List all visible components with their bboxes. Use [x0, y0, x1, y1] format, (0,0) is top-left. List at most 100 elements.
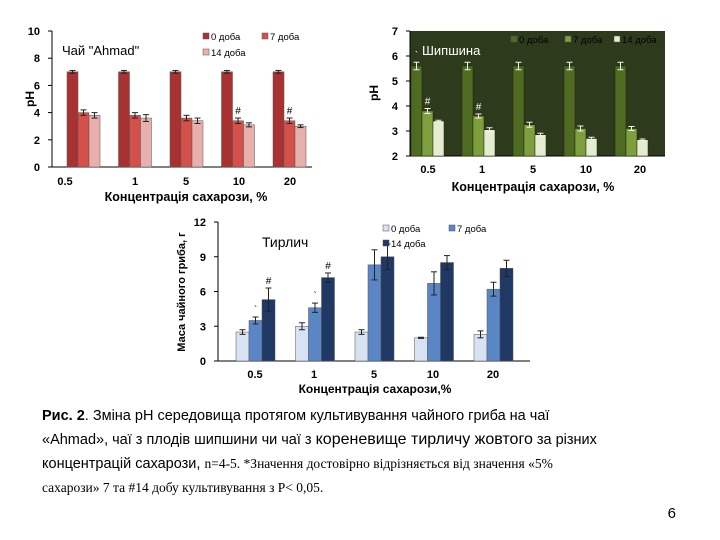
significance-mark: `: [415, 49, 418, 61]
x-tick-label: 5: [183, 176, 189, 188]
x-axis-label: Концентрація сахарози,%: [299, 382, 452, 396]
bar: [180, 117, 193, 168]
bar: [283, 120, 296, 168]
significance-mark: #: [287, 106, 293, 117]
caption-line-2c: за різних: [532, 432, 597, 448]
x-tick-label: 20: [634, 164, 646, 176]
legend-swatch: [564, 35, 572, 43]
bar: [380, 256, 395, 362]
legend-label: 0 доба: [211, 32, 241, 43]
significance-mark: `: [254, 304, 257, 316]
bar: [563, 65, 576, 157]
legend-label: 7 доба: [457, 224, 487, 235]
y-axis-label: pH: [23, 91, 37, 107]
chart-ahmad: 0 2 4 6 8 10 0.5 1 5 10 20 # # Чай "Ahmad" 0 доба 7 доб…: [23, 26, 312, 204]
significance-mark: #: [476, 102, 482, 113]
x-tick-label: 10: [233, 176, 245, 188]
bar: [440, 262, 454, 362]
chart-title: Тирлич: [262, 234, 308, 250]
bar: [191, 120, 204, 168]
legend-swatch: [261, 32, 269, 40]
bar: [235, 331, 250, 362]
y-tick-label: 6: [34, 80, 40, 92]
legend-swatch: [382, 239, 390, 247]
legend-label: 0 доба: [519, 35, 549, 46]
legend-swatch: [382, 224, 390, 232]
chart-gentian: 0 3 6 9 12 0.5 1 5 10 20 ` # ` # Тирлич 0 доба 7 доба 14 …: [176, 217, 530, 396]
x-axis-label: Концентрація сахарози, %: [452, 180, 615, 194]
x-tick-label: 0.5: [247, 369, 262, 381]
y-tick-label: 10: [28, 26, 40, 38]
bar: [625, 128, 638, 157]
significance-mark: `: [313, 290, 316, 302]
bar: [585, 138, 598, 157]
significance-mark: #: [266, 276, 272, 287]
y-tick-label: 2: [34, 135, 40, 147]
y-tick-label: 5: [392, 76, 398, 88]
bar: [421, 110, 434, 157]
bar: [574, 128, 587, 157]
legend-label: 14 доба: [391, 239, 426, 250]
bar: [414, 337, 428, 362]
bar: [614, 65, 627, 157]
legend-label: 14 доба: [211, 48, 246, 59]
bar: [473, 334, 488, 362]
caption-line-2a: «Ahmad», чаї з плодів шипшини чи чаї з: [42, 432, 316, 448]
legend-label: 7 доба: [270, 32, 300, 43]
x-tick-label: 5: [530, 164, 536, 176]
legend-swatch: [202, 32, 210, 40]
bar: [432, 120, 445, 157]
bar: [308, 307, 322, 362]
chart-title: Шипшина: [422, 43, 481, 58]
bar: [512, 65, 525, 157]
x-axis-label: Концентрація сахарози, %: [105, 190, 268, 204]
x-tick-label: 20: [284, 176, 296, 188]
x-tick-label: 0.5: [420, 164, 435, 176]
caption-line-3b: n=4-5. *Значення достовірно відрізняєтьс…: [204, 456, 553, 471]
x-tick-label: 10: [427, 369, 439, 381]
y-tick-label: 3: [392, 126, 398, 138]
y-tick-label: 0: [34, 162, 40, 174]
x-tick-label: 1: [132, 176, 138, 188]
bar: [118, 71, 130, 168]
y-tick-label: 4: [392, 101, 399, 113]
y-tick-label: 2: [392, 151, 398, 163]
x-tick-label: 1: [311, 369, 317, 381]
y-tick-label: 6: [200, 287, 206, 299]
y-tick-label: 8: [34, 53, 40, 65]
bar: [472, 115, 485, 157]
y-tick-label: 3: [200, 321, 206, 333]
bar: [129, 115, 141, 168]
chart-title: Чай "Ahmad": [62, 43, 140, 58]
x-tick-label: 10: [580, 164, 592, 176]
bar: [461, 65, 474, 157]
chart-rosehip: 2 3 4 5 6 7 0.5 1 5 10 20 ` # ` # Шипшина 0 доба 7 доба 14…: [367, 26, 665, 194]
bar: [248, 320, 263, 362]
legend-label: 0 доба: [391, 224, 421, 235]
bar: [410, 65, 423, 157]
caption-line-4: сахарози» 7 та #14 добу культивування з …: [42, 480, 324, 495]
bar: [272, 71, 285, 168]
y-axis-label: pH: [367, 85, 381, 101]
legend-swatch: [613, 35, 621, 43]
y-tick-label: 0: [200, 356, 206, 368]
bar: [77, 112, 90, 168]
bar: [243, 124, 255, 168]
bar: [295, 326, 309, 362]
y-axis-label: Маса чайного гриба, г: [176, 232, 188, 352]
caption-line-2b: кореневище тирличу жовтого: [315, 431, 533, 448]
significance-mark: #: [425, 97, 431, 108]
bar: [534, 134, 547, 157]
x-tick-label: 0.5: [57, 176, 72, 188]
bar: [169, 71, 182, 168]
y-tick-label: 9: [200, 252, 206, 264]
bar: [66, 71, 79, 168]
legend-swatch: [202, 48, 210, 56]
significance-mark: #: [325, 261, 331, 272]
caption-line-3a: концентрацій сахарози,: [42, 456, 205, 472]
bar: [523, 124, 536, 157]
bar: [483, 129, 496, 157]
legend-swatch: [448, 224, 456, 232]
bar: [499, 268, 514, 362]
